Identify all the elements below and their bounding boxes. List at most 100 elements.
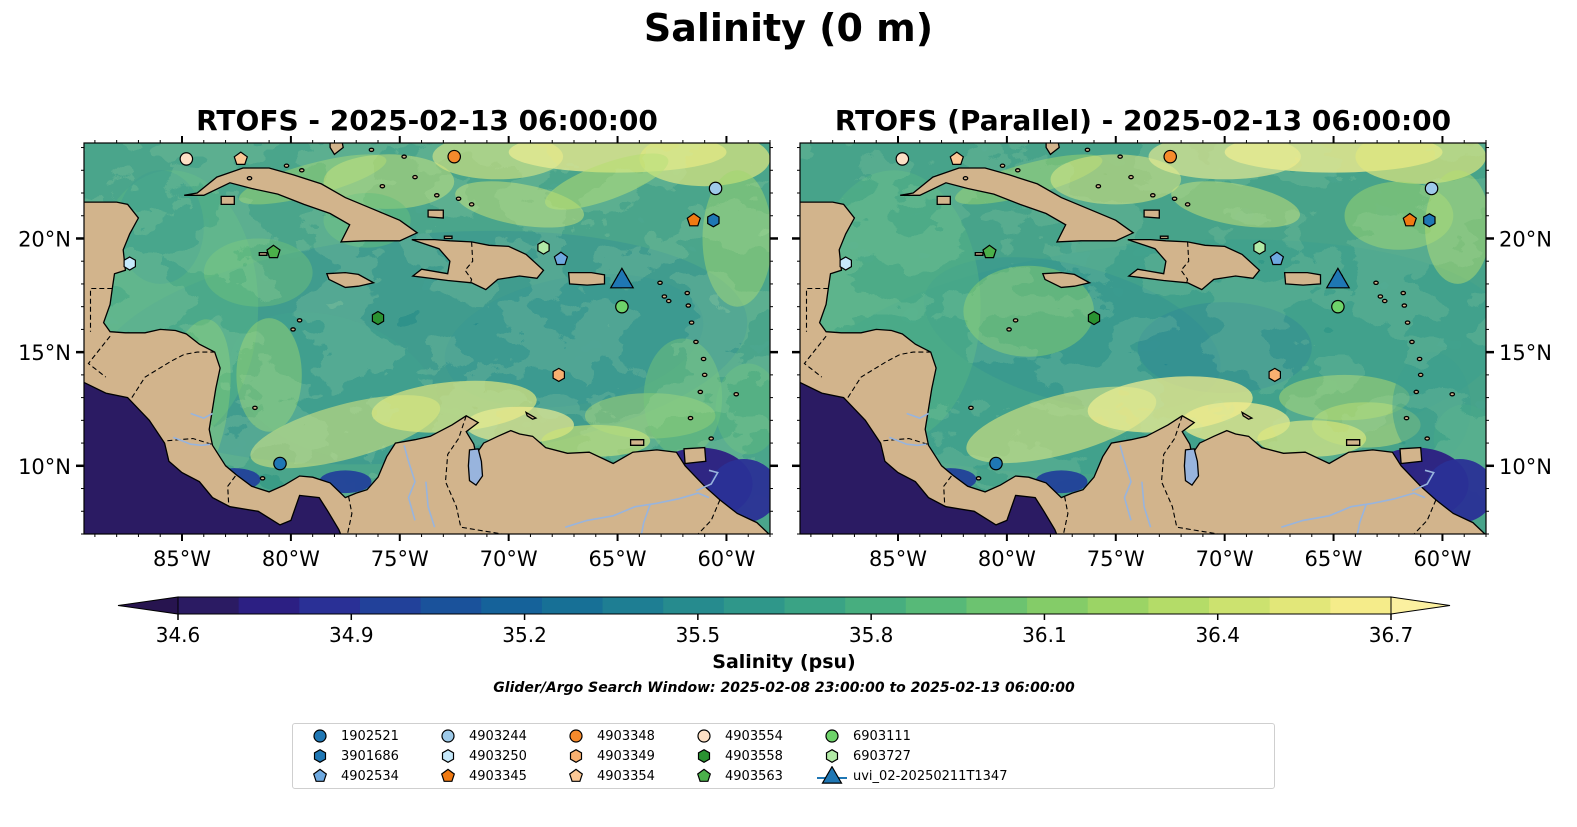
hexagon-marker-icon [697,749,711,763]
colorbar-cell [905,597,968,614]
colorbar-label: Salinity (psu) [712,651,855,673]
colorbar-tick-label: 36.4 [1195,623,1240,647]
lat-tick-label: 20°N [18,227,71,251]
land-trinidad [1399,446,1423,465]
legend-label: 4903354 [597,768,655,784]
colorbar-cell [845,597,907,614]
platform-marker-6903111 [615,299,629,314]
land-cayman [258,251,268,256]
legend-label: uvi_02-20250211T1347 [853,768,1008,784]
colorbar-cell [299,597,361,614]
colorbar-cell [1330,597,1392,614]
lon-tick-label: 80°W [978,547,1036,571]
platform-marker-4903554 [179,152,194,166]
hexagon-marker-icon [569,749,583,763]
pentagon-marker-icon [696,768,712,782]
legend-label: 4903345 [469,768,527,784]
legend-item: 4903250 [433,746,527,766]
legend-label: 1902521 [341,728,399,744]
colorbar-extend-max [1390,596,1451,615]
colorbar-tick-label: 36.7 [1369,623,1414,647]
land-bahamas-andros [1045,143,1060,156]
legend-item: 1902521 [305,726,399,746]
land-isla-juventud [220,195,235,206]
platform-marker-3901686 [1423,213,1436,228]
lon-tick-label: 65°W [1305,547,1363,571]
lon-tick-label: 60°W [697,547,755,571]
legend-item: 4902534 [305,766,399,786]
land-jamaica [325,271,376,289]
platform-marker-4903563 [982,244,997,259]
legend-item: 4903349 [561,746,655,766]
platform-marker-4903349 [552,367,566,383]
platform-marker-4903345 [1402,212,1418,227]
platform-marker-4903349 [1268,367,1282,383]
colorbar-cell [359,597,422,614]
legend-item: 4903563 [689,766,783,786]
land-margarita [1345,439,1361,446]
colorbar-cell [1209,597,1271,614]
legend-item: 4903558 [689,746,783,766]
figure-title: Salinity (0 m) [643,6,934,50]
legend-label: 4903250 [469,748,527,764]
colorbar-tick-label: 35.8 [849,623,894,647]
lon-tick-label: 80°W [262,547,320,571]
colorbar-cell [178,597,240,614]
pentagon-marker-icon [312,768,328,782]
legend-item: 4903244 [433,726,527,746]
platform-marker-4903244 [708,181,723,196]
land-cuba [900,167,1135,243]
platform-marker-4903348 [1163,149,1178,164]
legend-item: 6903111 [817,726,911,746]
lon-tick-label: 70°W [1196,547,1254,571]
land-tortuga [1159,235,1169,240]
colorbar-cell [602,597,664,614]
hexagon-marker-icon [441,749,455,763]
land-curacao [1240,410,1254,420]
platform-marker-4903558 [1087,310,1101,326]
lat-tick-label: 15°N [1499,341,1552,365]
land-hispaniola [411,238,545,291]
colorbar-cell [723,597,786,614]
circle-marker-icon [697,729,711,743]
colorbar-cell [1269,597,1331,614]
platform-marker-4903250 [839,256,853,271]
map-panel-parallel: 85°W 80°W 75°W 70°W 65°W 60°W 10°N 15°N 20°N [792,136,1552,571]
land-tortuga [443,235,453,240]
circle-marker-icon [569,729,583,743]
platform-marker-4903554 [895,152,910,166]
legend: 1902521 3901686 4902534 4903244 4903250 49033… [292,723,1275,789]
platform-marker-uvi_02-20250211T1347 [1325,267,1351,289]
map-panel-operational: 85°W 80°W 75°W 70°W 65°W 60°W 10°N 15°N 20°N [18,136,778,571]
lat-tick-label: 20°N [1499,227,1552,251]
platform-marker-4903250 [123,256,136,271]
lon-tick-label: 70°W [480,547,538,571]
panel-title-right: RTOFS (Parallel) - 2025-02-13 06:00:00 [834,104,1452,137]
legend-item: 4903354 [561,766,655,786]
legend-item: 4903348 [561,726,655,746]
platform-marker-1902521 [273,456,287,471]
colorbar-tick-label: 35.5 [676,623,721,647]
colorbar-tick-label: 34.9 [329,623,374,647]
legend-item: uvi_02-20250211T1347 [817,766,1007,786]
legend-item: 4903554 [689,726,783,746]
land-lake-maracaibo [1183,448,1200,486]
lon-tick-label: 60°W [1413,547,1471,571]
land-bahamas-inagua [1143,209,1160,219]
platform-marker-4903345 [686,212,702,227]
land-trinidad [683,446,707,465]
colorbar-cell [966,597,1028,614]
hexagon-marker-icon [313,749,327,763]
platform-marker-1902521 [989,456,1003,471]
colorbar-cell [238,597,300,614]
land-cayman [974,251,984,256]
colorbar-cell [420,597,482,614]
pentagon-marker-icon [440,768,456,782]
legend-label: 4903558 [725,748,783,764]
legend-item: 3901686 [305,746,399,766]
platform-marker-4902534 [1269,251,1285,266]
legend-label: 4902534 [341,768,399,784]
colorbar-cell [1087,597,1149,614]
legend-label: 4903554 [725,728,783,744]
